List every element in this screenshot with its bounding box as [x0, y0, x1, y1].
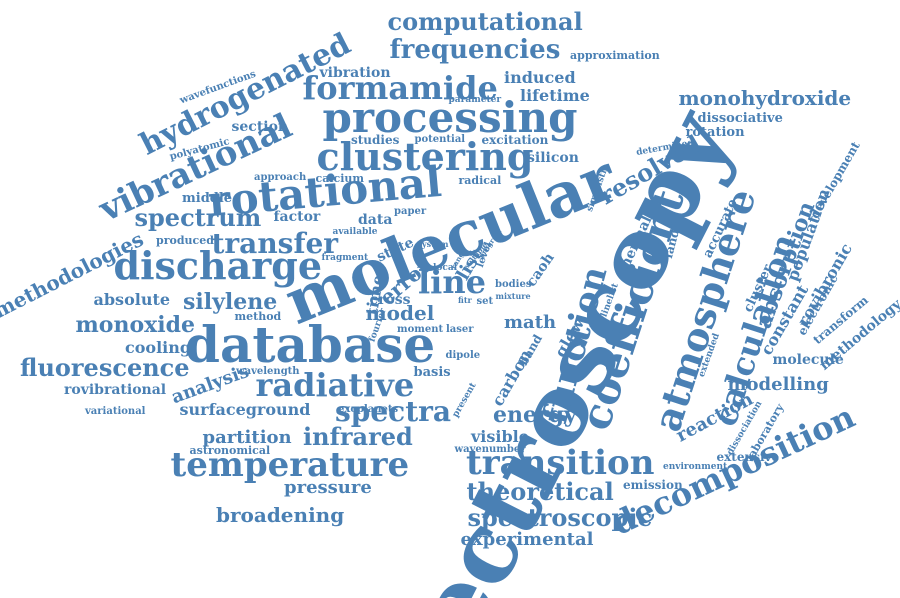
word-experimental: experimental	[460, 529, 594, 550]
word-silicon: silicon	[527, 150, 579, 166]
word-parameter: parameter	[448, 94, 502, 105]
word-spectroscopic: spectroscopic	[467, 503, 653, 532]
word-caoh: caoh	[522, 250, 558, 290]
word-cross: cross	[369, 292, 411, 308]
word-formamide: formamide	[302, 69, 498, 107]
word-variational: variational	[85, 406, 146, 417]
word-temperature: temperature	[170, 445, 410, 485]
word-database: database	[185, 315, 436, 374]
word-extensive: extensive	[716, 450, 780, 464]
word-method: method	[234, 309, 282, 323]
word-discharge: discharge	[113, 243, 323, 288]
word-produced: produced	[156, 233, 214, 247]
word-studies: studies	[351, 133, 400, 147]
word-dipole: dipole	[445, 350, 481, 361]
word-basis: basis	[413, 364, 451, 380]
word-factor: factor	[273, 209, 321, 225]
word-section: section	[231, 119, 289, 135]
word-induced: induced	[504, 68, 576, 87]
word-silylene: silylene	[183, 289, 278, 315]
word-partition: partition	[202, 427, 292, 448]
word-math: math	[504, 312, 557, 333]
word-radical: radical	[458, 173, 502, 187]
word-surfaceground: surfaceground	[179, 400, 311, 419]
word-available: available	[332, 226, 378, 237]
word-lifetime: lifetime	[520, 86, 590, 105]
word-potential: potential	[414, 134, 466, 145]
word-fluorescence: fluorescence	[20, 353, 190, 382]
word-set: set	[476, 296, 494, 307]
word-modelling: modelling	[727, 374, 829, 395]
word-excitation: excitation	[481, 133, 549, 147]
word-emission: emission	[623, 478, 683, 492]
word-energy: energy	[493, 402, 577, 428]
word-radiative: radiative	[255, 366, 415, 404]
word-spectrum: spectrum	[134, 203, 262, 232]
word-theoretical: theoretical	[466, 477, 614, 506]
word-local: local	[433, 262, 458, 273]
word-approach: approach	[254, 172, 307, 183]
word-line: line	[418, 263, 486, 301]
word-transition: transition	[466, 443, 655, 483]
word-absolute: absolute	[93, 290, 171, 309]
word-frequencies: frequencies	[389, 35, 561, 65]
word-visible: visible	[471, 427, 529, 446]
word-exoplanets: exoplanets	[338, 404, 399, 415]
word-vibration: vibration	[319, 65, 391, 81]
word-computational: computational	[387, 7, 583, 36]
word-clustering: clustering	[316, 134, 534, 179]
word-model: model	[365, 301, 435, 325]
word-paper: paper	[394, 206, 427, 217]
word-environment: environment	[663, 461, 728, 472]
word-fragment: fragment	[321, 252, 369, 263]
word-wavelength: wavelength	[236, 366, 300, 377]
word-system: system	[417, 239, 449, 249]
word-monoxide: monoxide	[75, 312, 195, 338]
word-rovibrational: rovibrational	[64, 382, 167, 398]
word-pressure: pressure	[284, 477, 372, 498]
word-astronomical: astronomical	[189, 443, 271, 457]
word-moment: moment	[397, 324, 444, 335]
word-transfer: transfer	[211, 227, 339, 260]
word-molecule: molecule	[772, 352, 844, 368]
word-rotation: rotation	[685, 124, 745, 140]
word-laser: laser	[446, 324, 474, 335]
word-spectra: spectra	[335, 395, 452, 428]
word-cooling: cooling	[125, 338, 192, 357]
word-development: development	[807, 139, 863, 221]
word-mixture: mixture	[495, 291, 531, 301]
word-present: present	[450, 380, 479, 419]
word-data: data	[358, 212, 393, 228]
word-processing: processing	[322, 93, 578, 142]
word-middle: middle	[182, 190, 233, 206]
word-broadening: broadening	[216, 503, 345, 527]
word-monohydroxide: monohydroxide	[678, 86, 852, 110]
word-infrared: infrared	[303, 422, 413, 451]
word-bodies: bodies	[495, 279, 532, 290]
word-wavenumber: wavenumber	[454, 444, 526, 455]
word-fitr: fitr	[458, 295, 472, 305]
word-dissociative: dissociative	[697, 110, 783, 126]
word-approximation: approximation	[570, 48, 660, 62]
word-calcium: calcium	[315, 171, 365, 185]
